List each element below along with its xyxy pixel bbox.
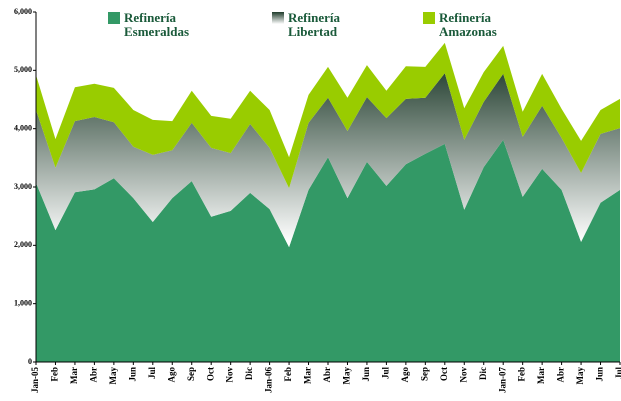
area bbox=[36, 139, 620, 362]
area bbox=[36, 42, 620, 189]
x-tick-label: Feb bbox=[50, 367, 60, 382]
x-tick-label: Feb bbox=[283, 367, 293, 382]
y-tick-label: 6,000 bbox=[14, 7, 32, 16]
legend-label: Refinería Esmeraldas bbox=[124, 10, 189, 39]
x-tick-label: Oct bbox=[205, 367, 215, 381]
x-tick-label: Jun bbox=[595, 367, 605, 382]
x-tick-label: May bbox=[342, 367, 352, 385]
legend-label: Refinería Libertad bbox=[288, 10, 340, 39]
x-tick-label: Abr bbox=[322, 367, 332, 383]
x-tick-label: Sep bbox=[419, 367, 429, 381]
x-tick-label: Jan-05 bbox=[30, 367, 40, 394]
legend-swatch bbox=[108, 12, 120, 24]
x-tick-label: Nov bbox=[458, 367, 468, 383]
y-tick-label: 2,000 bbox=[14, 240, 32, 249]
x-tick-label: Jul bbox=[614, 367, 621, 380]
x-tick-label: Dic bbox=[478, 367, 488, 380]
x-tick-label: May bbox=[575, 367, 585, 385]
y-tick-label: 5,000 bbox=[14, 65, 32, 74]
x-tick-label: Jun bbox=[361, 367, 371, 382]
x-tick-label: Jan-07 bbox=[497, 367, 507, 394]
x-tick-label: Sep bbox=[186, 367, 196, 381]
legend-item: Refinería Libertad bbox=[272, 11, 368, 39]
x-tick-label: Mar bbox=[536, 367, 546, 384]
legend-label: Refinería Amazonas bbox=[439, 10, 497, 39]
x-tick-label: Mar bbox=[303, 367, 313, 384]
x-tick-label: Mar bbox=[69, 367, 79, 384]
y-tick-label: 0 bbox=[28, 357, 32, 366]
legend-item: Refinería Esmeraldas bbox=[108, 11, 204, 39]
x-tick-label: Jun bbox=[127, 367, 137, 382]
y-tick-label: 4,000 bbox=[14, 123, 32, 132]
legend-swatch bbox=[272, 12, 284, 24]
legend-item: Refinería Amazonas bbox=[423, 11, 519, 39]
x-tick-label: Abr bbox=[88, 367, 98, 383]
legend-swatch bbox=[423, 12, 435, 24]
x-tick-label: Jan-06 bbox=[264, 367, 274, 394]
x-tick-label: Nov bbox=[225, 367, 235, 383]
x-tick-label: Abr bbox=[556, 367, 566, 383]
x-tick-label: Dic bbox=[244, 367, 254, 380]
x-tick-label: Oct bbox=[439, 367, 449, 381]
x-tick-label: May bbox=[108, 367, 118, 385]
x-tick-label: Jul bbox=[380, 367, 390, 380]
area bbox=[36, 73, 620, 248]
x-tick-label: Ago bbox=[400, 367, 410, 383]
y-tick-label: 1,000 bbox=[14, 298, 32, 307]
x-tick-label: Jul bbox=[147, 367, 157, 380]
x-tick-label: Ago bbox=[166, 367, 176, 383]
y-tick-label: 3,000 bbox=[14, 182, 32, 191]
x-tick-label: Feb bbox=[517, 367, 527, 382]
